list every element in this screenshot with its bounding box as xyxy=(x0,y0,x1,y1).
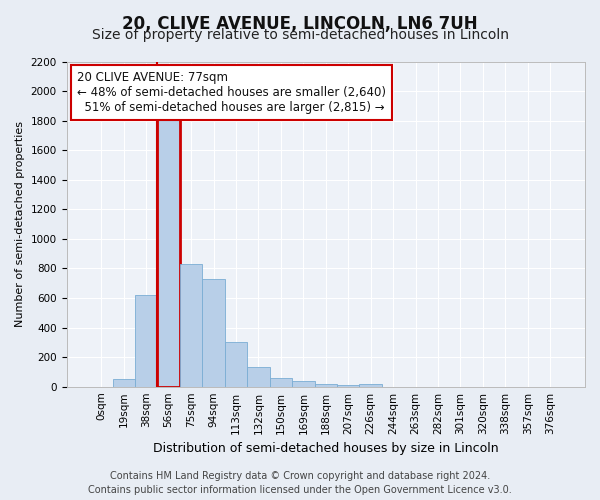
Bar xyxy=(202,279,225,386)
Bar xyxy=(180,264,202,386)
X-axis label: Distribution of semi-detached houses by size in Lincoln: Distribution of semi-detached houses by … xyxy=(153,442,499,455)
Bar xyxy=(314,384,337,386)
Bar xyxy=(135,295,157,386)
Text: 20 CLIVE AVENUE: 77sqm
← 48% of semi-detached houses are smaller (2,640)
  51% o: 20 CLIVE AVENUE: 77sqm ← 48% of semi-det… xyxy=(77,72,386,114)
Bar xyxy=(225,342,247,386)
Bar xyxy=(113,380,135,386)
Bar xyxy=(337,385,359,386)
Bar xyxy=(269,378,292,386)
Text: Contains HM Land Registry data © Crown copyright and database right 2024.
Contai: Contains HM Land Registry data © Crown c… xyxy=(88,471,512,495)
Text: 20, CLIVE AVENUE, LINCOLN, LN6 7UH: 20, CLIVE AVENUE, LINCOLN, LN6 7UH xyxy=(122,15,478,33)
Y-axis label: Number of semi-detached properties: Number of semi-detached properties xyxy=(15,121,25,327)
Bar xyxy=(359,384,382,386)
Bar xyxy=(157,113,180,386)
Bar xyxy=(292,381,314,386)
Bar xyxy=(247,368,269,386)
Text: Size of property relative to semi-detached houses in Lincoln: Size of property relative to semi-detach… xyxy=(91,28,509,42)
